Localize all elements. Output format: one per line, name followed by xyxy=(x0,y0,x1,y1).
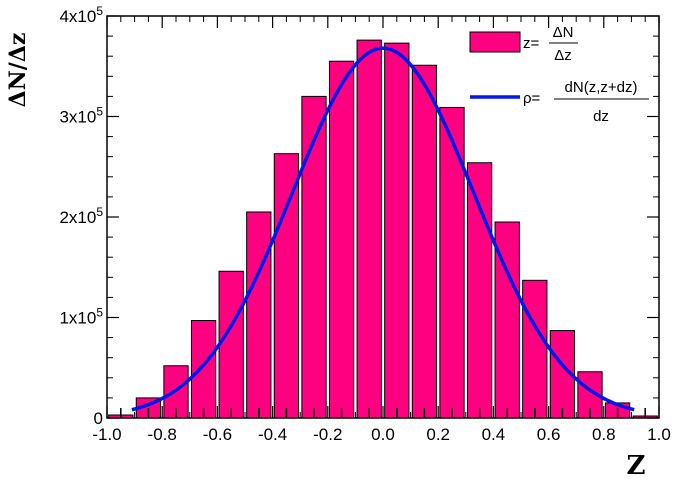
y-tick-label: 0 xyxy=(94,409,103,428)
density-curve xyxy=(131,46,635,412)
legend-bars-denominator: Δz xyxy=(554,47,572,64)
legend-curve-prefix: ρ= xyxy=(523,90,541,107)
legend-bars-numerator: ΔN xyxy=(553,24,574,41)
x-tick-label: -0.6 xyxy=(203,425,232,444)
y-ticks-layer: 0 1x105 2x105 3x105 4x105 xyxy=(59,4,659,428)
bar xyxy=(439,106,465,419)
x-tick-label: 0.0 xyxy=(371,425,395,444)
bar xyxy=(356,39,382,419)
x-tick-label: -1.0 xyxy=(92,425,121,444)
y-tick-label: 2x105 xyxy=(59,205,103,227)
legend-entry-curve: ρ= dN(z,z+dz) dz xyxy=(470,79,649,125)
y-tick-label: 1x105 xyxy=(59,306,103,328)
x-tick-label: -0.8 xyxy=(148,425,177,444)
x-tick-label: 0.6 xyxy=(537,425,561,444)
legend-entry-bars: z= ΔN Δz xyxy=(469,24,578,64)
y-axis-title: ΔN/Δz xyxy=(5,33,31,108)
x-tick-label: 0.4 xyxy=(482,425,506,444)
bar xyxy=(411,64,438,419)
legend-swatch-bars xyxy=(469,31,521,53)
x-axis-title: Z xyxy=(627,451,646,481)
plot-frame xyxy=(106,15,660,419)
y-tick-label: 3x105 xyxy=(59,105,103,127)
y-tick-label: 4x105 xyxy=(59,4,103,26)
legend-bars-prefix: z= xyxy=(523,35,540,52)
x-tick-label: 1.0 xyxy=(647,425,671,444)
legend-curve-numerator: dN(z,z+dz) xyxy=(565,79,638,96)
x-tick-label: 0.2 xyxy=(426,425,450,444)
x-ticks-layer: -1.0 -0.8 -0.6 -0.4 -0.2 0.0 0.2 0.4 0.6 0.8 1.0 xyxy=(92,16,671,444)
bar xyxy=(522,279,548,419)
bar xyxy=(466,162,493,419)
bar xyxy=(328,60,355,419)
x-tick-label: 0.8 xyxy=(592,425,616,444)
x-tick-label: -0.2 xyxy=(313,425,342,444)
bar xyxy=(301,95,327,419)
bar xyxy=(190,320,217,419)
bar xyxy=(384,42,410,419)
bars-layer xyxy=(108,39,658,419)
bar xyxy=(273,153,300,419)
legend-curve-denominator: dz xyxy=(593,108,609,125)
bar xyxy=(246,211,272,419)
legend: z= ΔN Δz ρ= dN(z,z+dz) dz xyxy=(469,24,649,125)
bar xyxy=(218,270,244,419)
x-tick-label: -0.4 xyxy=(258,425,287,444)
